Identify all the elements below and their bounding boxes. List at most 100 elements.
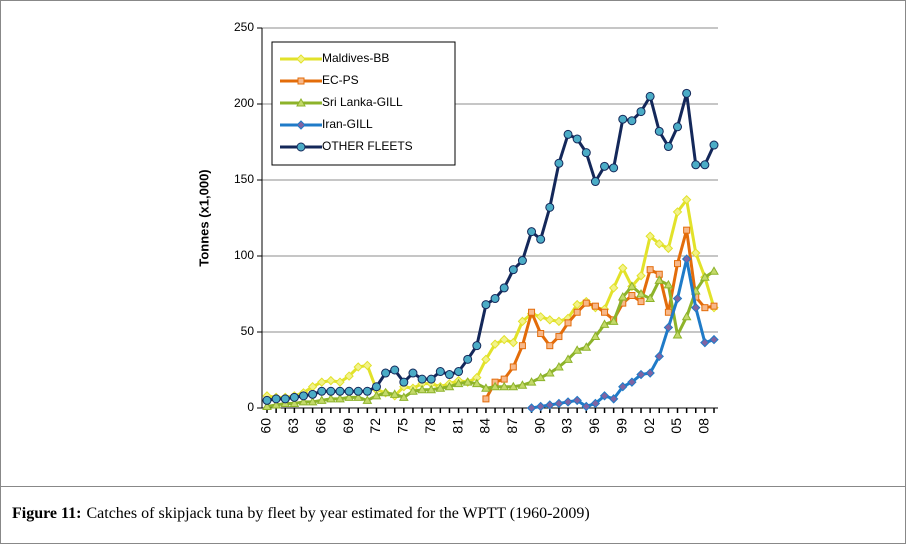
marker	[353, 362, 363, 372]
marker	[344, 371, 354, 381]
marker	[381, 368, 391, 378]
marker	[701, 304, 709, 312]
marker	[326, 386, 336, 396]
marker	[535, 312, 546, 322]
caption-text: Catches of skipjack tuna by fleet by yea…	[86, 505, 589, 522]
marker	[645, 368, 655, 378]
marker	[663, 322, 674, 333]
legend-item: Maldives-BB	[280, 51, 389, 65]
legend-marker	[296, 97, 306, 107]
marker	[691, 302, 701, 313]
marker	[353, 386, 363, 396]
marker	[544, 368, 555, 377]
legend-marker	[296, 54, 306, 64]
marker	[663, 142, 673, 152]
marker	[380, 387, 391, 397]
marker	[572, 299, 582, 310]
marker	[508, 337, 519, 348]
marker	[636, 288, 646, 298]
y-tick-label: 150	[234, 172, 254, 186]
marker	[681, 254, 692, 264]
marker	[482, 395, 490, 403]
marker	[325, 393, 336, 403]
marker	[535, 401, 546, 412]
marker	[581, 401, 591, 412]
marker	[536, 234, 546, 244]
marker	[371, 382, 381, 392]
marker	[508, 265, 518, 275]
marker	[499, 381, 510, 391]
marker	[526, 377, 537, 386]
caption: Figure 11: Catches of skipjack tuna by fl…	[12, 505, 590, 522]
marker	[537, 330, 545, 338]
marker	[344, 386, 354, 396]
marker	[353, 392, 364, 401]
x-tick-label: 72	[367, 418, 383, 434]
marker	[517, 256, 527, 266]
marker	[572, 134, 582, 144]
marker	[262, 401, 272, 410]
marker	[481, 383, 491, 392]
marker	[581, 342, 592, 351]
y-tick-label: 100	[234, 248, 254, 262]
x-tick-label: 75	[395, 418, 411, 434]
marker	[417, 384, 427, 394]
x-tick-label: 78	[422, 418, 438, 434]
marker	[700, 160, 710, 170]
marker	[646, 266, 654, 274]
marker	[672, 330, 683, 339]
marker	[582, 299, 590, 307]
marker	[636, 271, 646, 281]
marker	[389, 389, 400, 398]
marker	[289, 398, 300, 407]
marker	[664, 308, 672, 316]
marker	[508, 381, 519, 391]
marker	[563, 397, 573, 407]
marker	[481, 354, 491, 365]
x-tick-label: 81	[449, 418, 465, 434]
marker	[463, 354, 473, 364]
legend-marker	[297, 77, 305, 85]
marker	[453, 378, 464, 388]
marker	[527, 227, 537, 237]
marker	[426, 374, 436, 384]
legend-marker	[296, 142, 306, 152]
x-tick-label: 63	[285, 418, 301, 434]
marker	[307, 396, 318, 406]
marker	[600, 161, 610, 171]
marker	[408, 368, 418, 378]
marker	[362, 395, 373, 404]
marker	[608, 283, 619, 293]
marker	[435, 367, 445, 377]
marker	[271, 394, 281, 404]
marker	[663, 279, 674, 289]
y-axis-label: Tonnes (x1,000)	[196, 169, 211, 266]
marker	[590, 398, 601, 409]
marker	[554, 158, 564, 168]
marker	[608, 316, 619, 325]
marker	[545, 202, 555, 212]
marker	[672, 293, 683, 304]
legend-item: Iran-GILL	[280, 117, 373, 131]
marker	[535, 372, 546, 382]
marker	[390, 365, 400, 375]
marker	[499, 283, 509, 293]
marker	[645, 231, 655, 241]
x-tick-label: 93	[559, 418, 575, 434]
marker	[344, 392, 354, 401]
marker	[462, 377, 473, 386]
x-tick-label: 96	[586, 418, 602, 434]
marker	[371, 390, 382, 400]
marker	[316, 395, 327, 404]
legend-item: Sri Lanka-GILL	[280, 95, 403, 109]
marker	[326, 375, 336, 386]
marker	[526, 403, 537, 413]
marker	[546, 342, 554, 350]
marker	[554, 398, 564, 409]
legend-label: Iran-GILL	[322, 117, 373, 131]
legend-item: OTHER FLEETS	[280, 139, 413, 153]
marker	[545, 400, 555, 410]
marker	[599, 319, 610, 328]
marker	[555, 333, 563, 341]
series-line	[484, 228, 715, 400]
